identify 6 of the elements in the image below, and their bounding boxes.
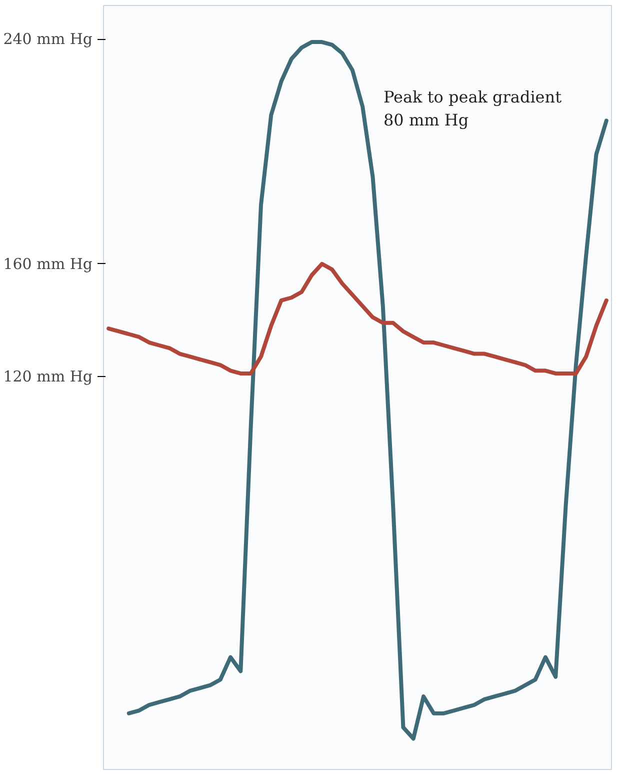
line-series xyxy=(126,40,608,741)
line-series xyxy=(106,262,608,376)
y-tick-label: 160 mm Hg xyxy=(3,254,93,273)
annotation: Peak to peak gradient 80 mm Hg xyxy=(384,88,562,130)
y-tick-label: 240 mm Hg xyxy=(3,30,93,48)
y-tick-label: 120 mm Hg xyxy=(3,367,93,386)
